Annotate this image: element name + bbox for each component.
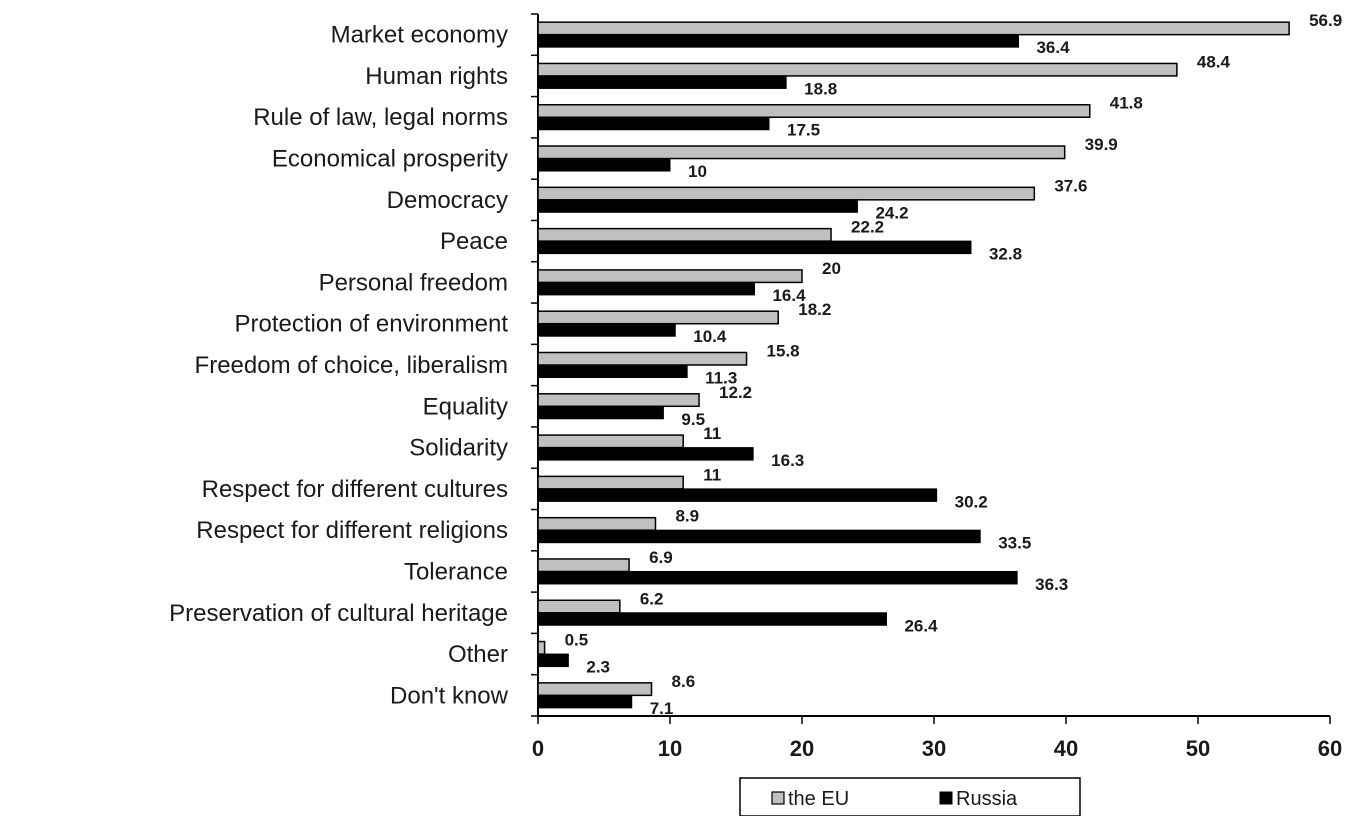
value-label-eu: 22.2 bbox=[851, 218, 884, 237]
value-label-eu: 20 bbox=[822, 259, 841, 278]
category-label: Rule of law, legal norms bbox=[253, 104, 508, 131]
category-label: Equality bbox=[423, 393, 508, 420]
bar-eu bbox=[537, 145, 1066, 160]
category-label: Don't know bbox=[390, 682, 509, 709]
bar-russia bbox=[537, 34, 1019, 48]
value-label-russia: 16.3 bbox=[771, 451, 804, 470]
legend-swatch-russia bbox=[939, 791, 953, 805]
value-label-eu: 6.9 bbox=[649, 548, 673, 567]
x-tick-label: 10 bbox=[658, 736, 682, 761]
value-label-russia: 10 bbox=[688, 162, 707, 181]
category-label: Freedom of choice, liberalism bbox=[195, 352, 508, 379]
value-label-eu: 6.2 bbox=[640, 589, 664, 608]
bar-eu bbox=[537, 227, 832, 242]
value-label-russia: 7.1 bbox=[650, 699, 674, 718]
bar-eu bbox=[537, 475, 684, 490]
bar-eu bbox=[537, 599, 621, 614]
bar-russia bbox=[537, 653, 569, 668]
bar-russia bbox=[537, 240, 972, 255]
legend-box bbox=[739, 777, 1081, 816]
value-label-eu: 11 bbox=[703, 465, 721, 484]
bar-eu bbox=[537, 310, 779, 325]
x-tick-label: 40 bbox=[1054, 736, 1078, 761]
category-label: Other bbox=[448, 641, 508, 668]
bar-eu bbox=[537, 21, 1290, 36]
bar-russia bbox=[537, 116, 770, 131]
value-label-eu: 11 bbox=[703, 424, 721, 443]
value-label-russia: 10.4 bbox=[693, 327, 727, 346]
value-label-russia: 24.2 bbox=[875, 203, 908, 222]
category-label: Respect for different cultures bbox=[202, 476, 508, 503]
bar-eu bbox=[537, 351, 748, 366]
value-label-eu: 37.6 bbox=[1054, 176, 1087, 195]
category-label: Tolerance bbox=[404, 558, 508, 585]
value-label-eu: 12.2 bbox=[719, 383, 752, 402]
bar-eu bbox=[537, 640, 546, 655]
category-label: Respect for different religions bbox=[196, 517, 508, 544]
x-tick-label: 0 bbox=[532, 736, 544, 761]
bar-eu bbox=[537, 516, 657, 531]
bar-eu bbox=[537, 103, 1091, 118]
bar-eu bbox=[537, 62, 1178, 77]
bar-russia bbox=[537, 488, 938, 502]
value-label-russia: 9.5 bbox=[681, 410, 705, 429]
bar-russia bbox=[537, 612, 887, 626]
category-label: Preservation of cultural heritage bbox=[169, 600, 508, 627]
bar-eu bbox=[537, 434, 684, 449]
value-label-russia: 17.5 bbox=[787, 121, 820, 140]
legend-swatch-eu bbox=[771, 791, 785, 805]
category-label: Peace bbox=[440, 228, 508, 255]
category-label: Democracy bbox=[387, 187, 508, 214]
value-label-russia: 2.3 bbox=[586, 658, 610, 677]
bar-russia bbox=[537, 694, 633, 709]
value-label-eu: 18.2 bbox=[798, 300, 831, 319]
value-label-russia: 18.8 bbox=[804, 79, 837, 98]
value-label-eu: 41.8 bbox=[1110, 94, 1143, 113]
bar-russia bbox=[537, 405, 664, 420]
value-label-eu: 8.6 bbox=[672, 672, 696, 691]
bar-russia bbox=[537, 364, 688, 378]
legend-label-eu: the EU bbox=[788, 788, 849, 810]
value-label-russia: 36.3 bbox=[1035, 575, 1068, 594]
value-label-eu: 8.9 bbox=[675, 507, 699, 526]
value-label-eu: 56.9 bbox=[1309, 11, 1342, 30]
value-label-russia: 33.5 bbox=[998, 534, 1031, 553]
value-label-eu: 0.5 bbox=[565, 631, 589, 650]
bar-eu bbox=[537, 393, 700, 408]
legend-label-russia: Russia bbox=[956, 788, 1018, 810]
value-label-eu: 15.8 bbox=[767, 342, 800, 361]
category-label: Economical prosperity bbox=[272, 146, 508, 173]
x-tick-label: 50 bbox=[1186, 736, 1210, 761]
value-label-russia: 16.4 bbox=[772, 286, 806, 305]
bar-eu bbox=[537, 186, 1036, 201]
bar-russia bbox=[537, 447, 754, 461]
x-tick-label: 60 bbox=[1318, 736, 1342, 761]
value-label-russia: 32.8 bbox=[989, 245, 1022, 264]
value-label-russia: 36.4 bbox=[1036, 38, 1070, 57]
category-label: Solidarity bbox=[409, 435, 508, 462]
bar-russia bbox=[537, 75, 787, 89]
x-tick-label: 20 bbox=[790, 736, 814, 761]
bar-eu bbox=[537, 558, 630, 573]
value-label-russia: 30.2 bbox=[955, 492, 988, 511]
value-label-russia: 11.3 bbox=[705, 369, 737, 388]
bar-russia bbox=[537, 570, 1018, 585]
bar-eu bbox=[537, 682, 653, 697]
bar-russia bbox=[537, 529, 981, 544]
bar-russia bbox=[537, 158, 671, 172]
category-label: Protection of environment bbox=[235, 311, 509, 338]
bar-russia bbox=[537, 323, 676, 337]
category-label: Personal freedom bbox=[319, 269, 508, 296]
value-label-eu: 48.4 bbox=[1197, 52, 1231, 71]
category-label: Human rights bbox=[365, 63, 508, 90]
category-label: Market economy bbox=[331, 22, 508, 49]
bar-russia bbox=[537, 199, 858, 213]
x-tick-label: 30 bbox=[922, 736, 946, 761]
value-label-eu: 39.9 bbox=[1085, 135, 1118, 154]
bar-eu bbox=[537, 269, 803, 284]
bar-russia bbox=[537, 281, 755, 296]
value-label-russia: 26.4 bbox=[904, 616, 938, 635]
